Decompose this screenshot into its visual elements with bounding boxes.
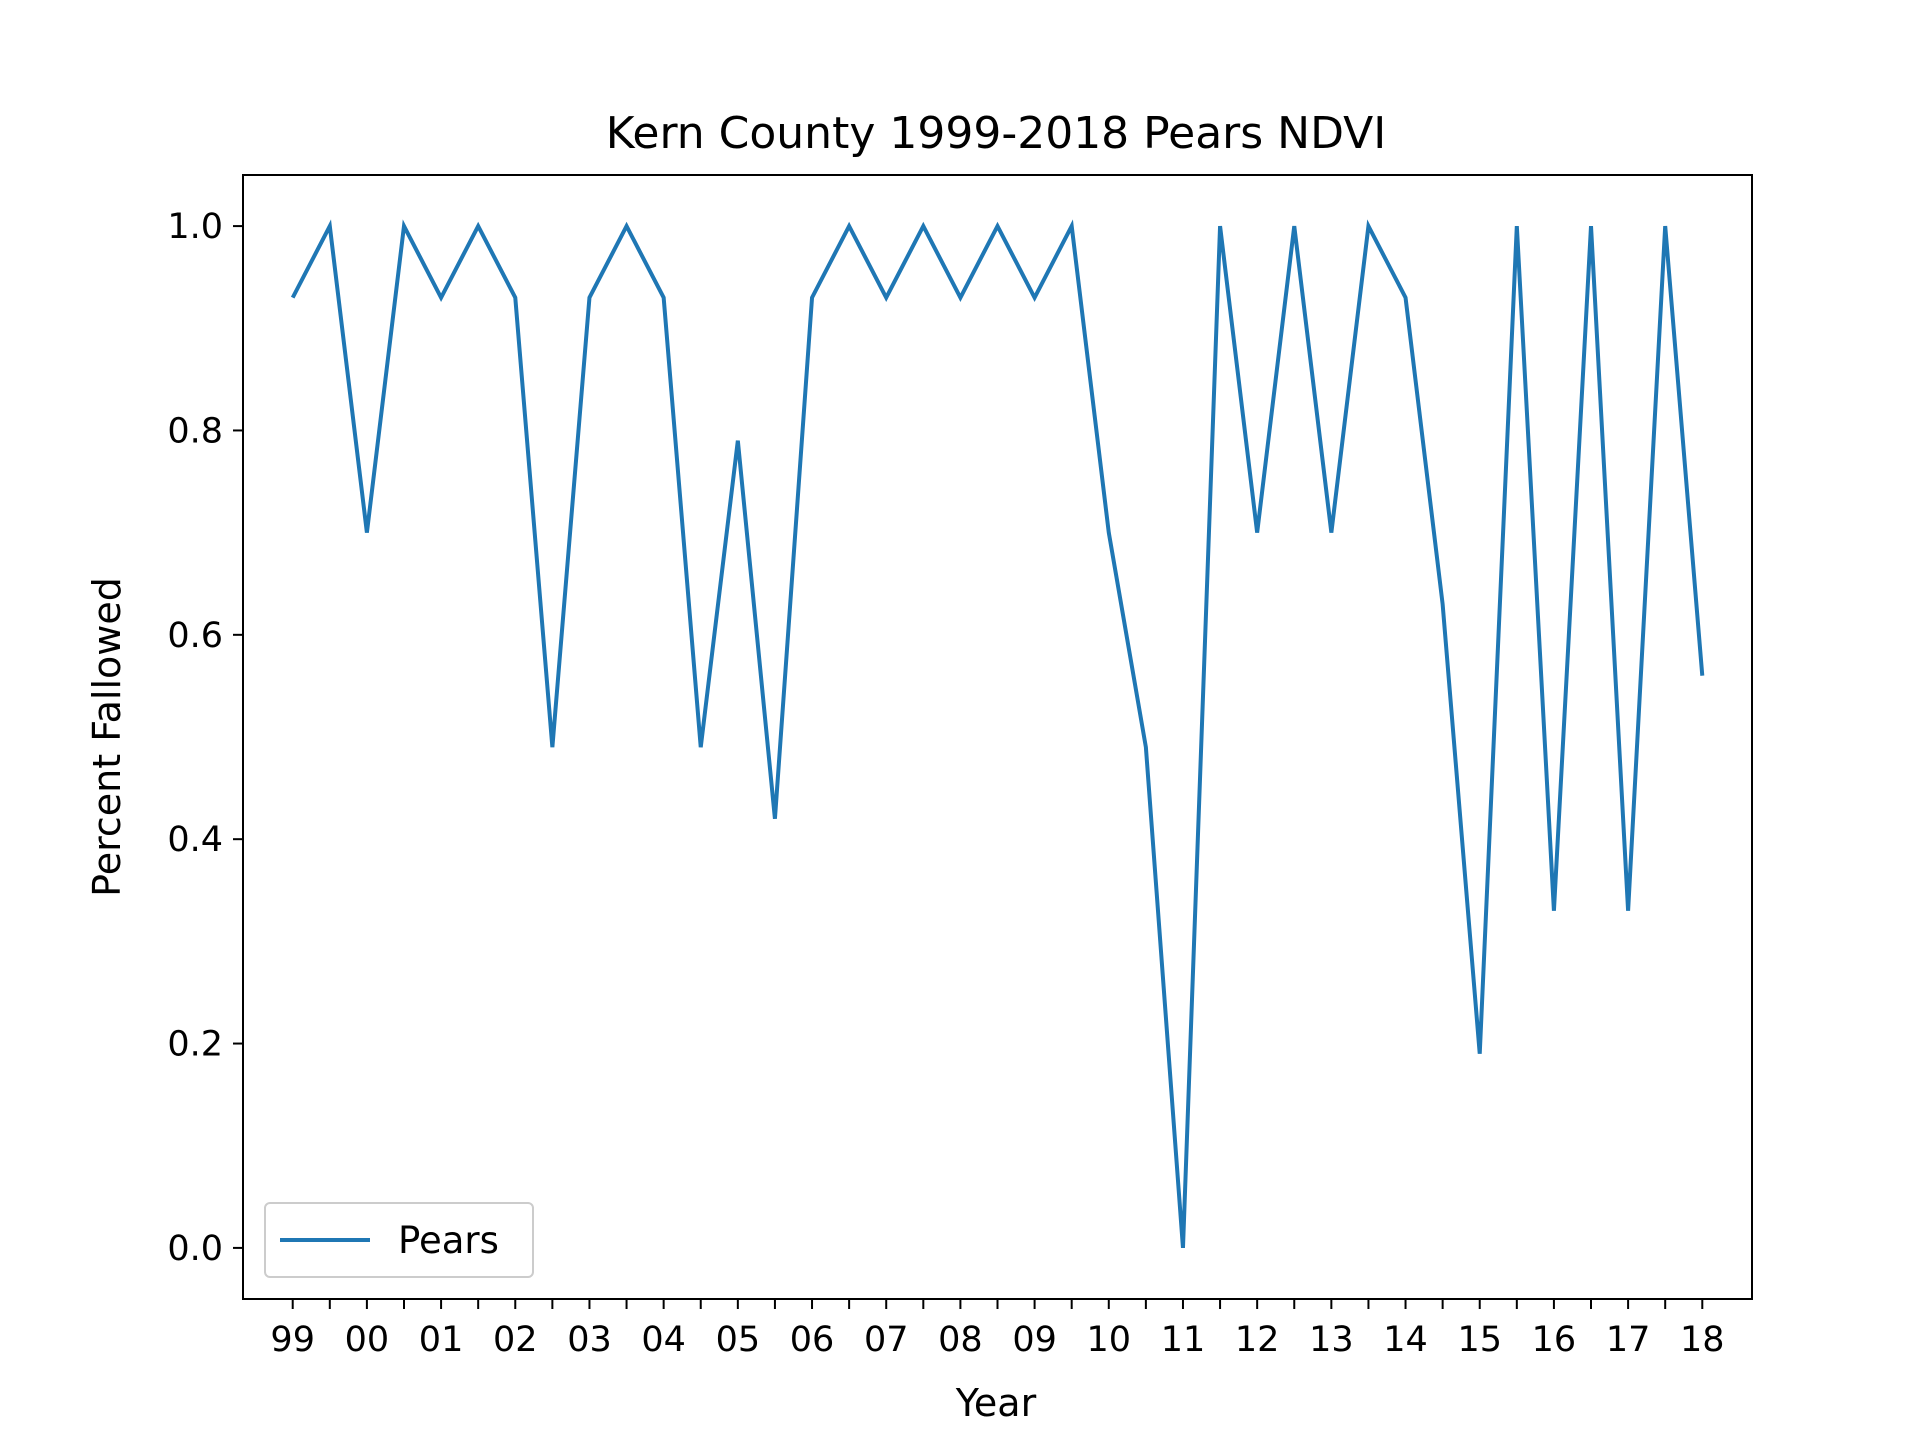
x-axis-label: Year [955,1381,1037,1425]
y-axis-label: Percent Fallowed [85,577,129,897]
x-tick-label: 01 [419,1320,464,1360]
y-tick-label: 0.6 [167,616,223,656]
x-tick-label: 04 [641,1320,686,1360]
x-tick-label: 06 [790,1320,835,1360]
y-tick-label: 1.0 [167,207,223,247]
x-tick-label: 05 [716,1320,761,1360]
x-axis: 99 00 01 02 03 04 05 06 07 08 09 10 11 12 13 14 15 16 17 18 [270,1299,1725,1360]
y-tick-label: 0.0 [167,1229,223,1269]
x-tick-label: 12 [1235,1320,1280,1360]
axes-frame [242,174,1753,1300]
x-tick-label: 16 [1532,1320,1577,1360]
plot-area: 0.0 0.2 0.4 0.6 0.8 1.0 99 00 01 02 03 04 05 06 07 08 0… [167,174,1753,1360]
legend-label: Pears [398,1219,499,1262]
x-tick-label: 00 [345,1320,390,1360]
x-tick-label: 07 [864,1320,909,1360]
x-tick-label: 15 [1457,1320,1502,1360]
x-tick-label: 03 [567,1320,612,1360]
x-tick-label: 09 [1012,1320,1057,1360]
y-tick-label: 0.8 [167,411,223,451]
series-line-pears [290,219,1705,1249]
x-tick-label: 13 [1309,1320,1354,1360]
y-tick-label: 0.2 [167,1025,223,1065]
legend: Pears [264,1202,534,1278]
x-tick-label: 02 [493,1320,538,1360]
x-tick-label: 08 [938,1320,983,1360]
chart-title: Kern County 1999-2018 Pears NDVI [606,108,1387,159]
series-layer [290,219,1705,1249]
x-tick-label: 11 [1161,1320,1206,1360]
x-tick-label: 99 [270,1320,315,1360]
y-axis: 0.0 0.2 0.4 0.6 0.8 1.0 [167,207,243,1269]
y-tick-label: 0.4 [167,820,223,860]
x-tick-label: 18 [1680,1320,1725,1360]
x-tick-label: 17 [1606,1320,1651,1360]
x-tick-label: 14 [1383,1320,1428,1360]
x-tick-label: 10 [1087,1320,1132,1360]
legend-box [264,1202,534,1278]
